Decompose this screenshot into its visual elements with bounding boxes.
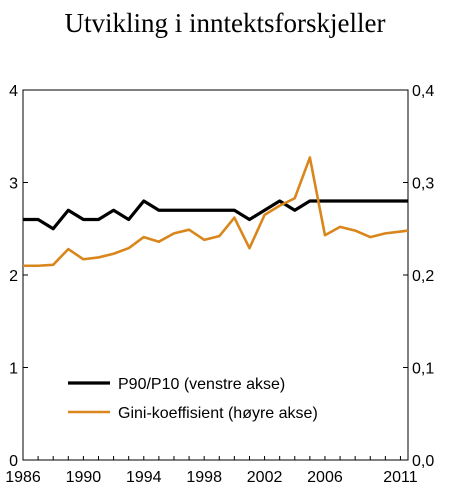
right-y-tick-label: 0,1 [412, 361, 434, 378]
x-tick-label: 1994 [126, 469, 162, 486]
series-group [23, 156, 409, 268]
left-y-tick-label: 2 [9, 268, 18, 285]
right-y-tick-label: 0,3 [412, 176, 434, 193]
x-tick-label: 2006 [307, 469, 343, 486]
legend-group: P90/P10 (venstre akse) Gini-koeffisient (… [68, 376, 318, 422]
x-tick-label: 1986 [5, 469, 41, 486]
series-line-gini [23, 156, 409, 268]
right-y-tick-label: 0,2 [412, 268, 434, 285]
right-y-tick-label: 0,4 [412, 83, 434, 100]
left-y-tick-label: 1 [9, 361, 18, 378]
tick-labels-group: 0 1 2 3 4 0,0 0,1 0,2 0,3 0,4 1986 1990 1994 1998 2002… [5, 83, 434, 486]
x-tick-label: 2011 [383, 469, 418, 486]
x-tick-label: 2002 [247, 469, 283, 486]
chart-title: Utvikling i inntektsforskjeller [64, 8, 386, 38]
x-tick-label: 1998 [186, 469, 222, 486]
legend-label-p90p10: P90/P10 (venstre akse) [118, 376, 285, 393]
axes-group [22, 89, 409, 461]
left-y-tick-label: 4 [9, 83, 18, 100]
series-line-p90p10 [23, 199, 408, 231]
left-y-tick-label: 0 [9, 453, 18, 470]
left-y-tick-label: 3 [9, 176, 18, 193]
right-y-tick-label: 0,0 [412, 453, 434, 470]
legend-label-gini: Gini-koeffisient (høyre akse) [118, 405, 318, 422]
x-tick-label: 1990 [66, 469, 102, 486]
